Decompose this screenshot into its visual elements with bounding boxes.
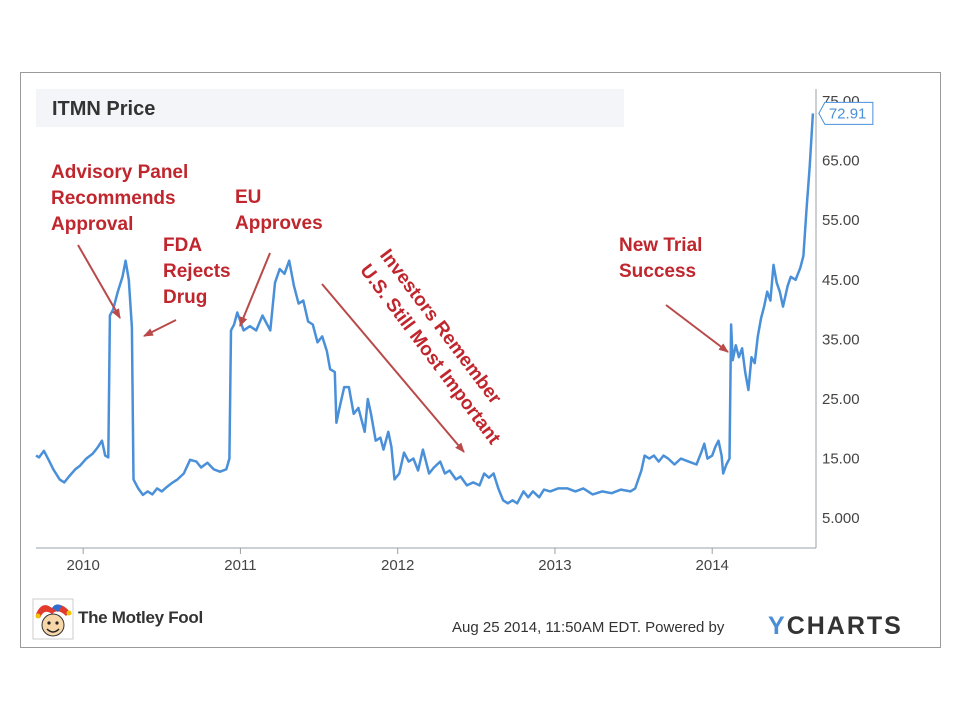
x-axis-ticks: 2010 2011 2012 2013 2014	[66, 548, 729, 574]
annotation-eu-approves: EU Approves	[235, 187, 323, 234]
last-value-label: 72.91	[829, 105, 867, 122]
arrow-eu-approves	[239, 252, 271, 327]
x-tick-label: 2010	[66, 557, 99, 574]
x-tick-label: 2014	[696, 557, 729, 574]
arrow-advisory-panel	[77, 244, 121, 319]
y-tick-label: 55.00	[822, 212, 860, 229]
y-tick-label: 35.00	[822, 331, 860, 348]
ycharts-logo-rest: CHARTS	[786, 612, 903, 640]
annotation-new-trial: New Trial Success	[619, 235, 703, 282]
title-band	[36, 89, 624, 127]
price-series-line	[35, 113, 815, 505]
x-tick-label: 2011	[224, 557, 256, 574]
footer-timestamp: Aug 25 2014, 11:50AM EDT. Powered by	[452, 619, 725, 636]
ycharts-logo-y: Y	[768, 612, 787, 640]
y-tick-label: 45.00	[822, 272, 860, 289]
ycharts-logo: YCHARTS	[768, 612, 903, 641]
last-value-badge: 72.91	[818, 101, 874, 125]
x-tick-label: 2013	[538, 557, 571, 574]
y-tick-label: 65.00	[822, 153, 860, 170]
y-tick-label: 15.00	[822, 451, 860, 468]
jester-hat-icon	[32, 598, 74, 640]
arrow-investors-remember	[321, 283, 465, 453]
chart-frame	[20, 72, 941, 648]
y-tick-label: 5.000	[822, 510, 860, 527]
chart-title: ITMN Price	[52, 98, 155, 120]
x-tick-label: 2012	[381, 557, 414, 574]
arrow-new-trial	[665, 304, 729, 353]
annotation-advisory-panel: Advisory Panel Recommends Approval	[51, 162, 189, 235]
y-tick-label: 25.00	[822, 391, 860, 408]
arrow-fda-rejects	[143, 319, 177, 337]
annotation-fda-rejects: FDA Rejects Drug	[163, 235, 231, 308]
motley-fool-logo-text: The Motley Fool	[78, 608, 203, 627]
